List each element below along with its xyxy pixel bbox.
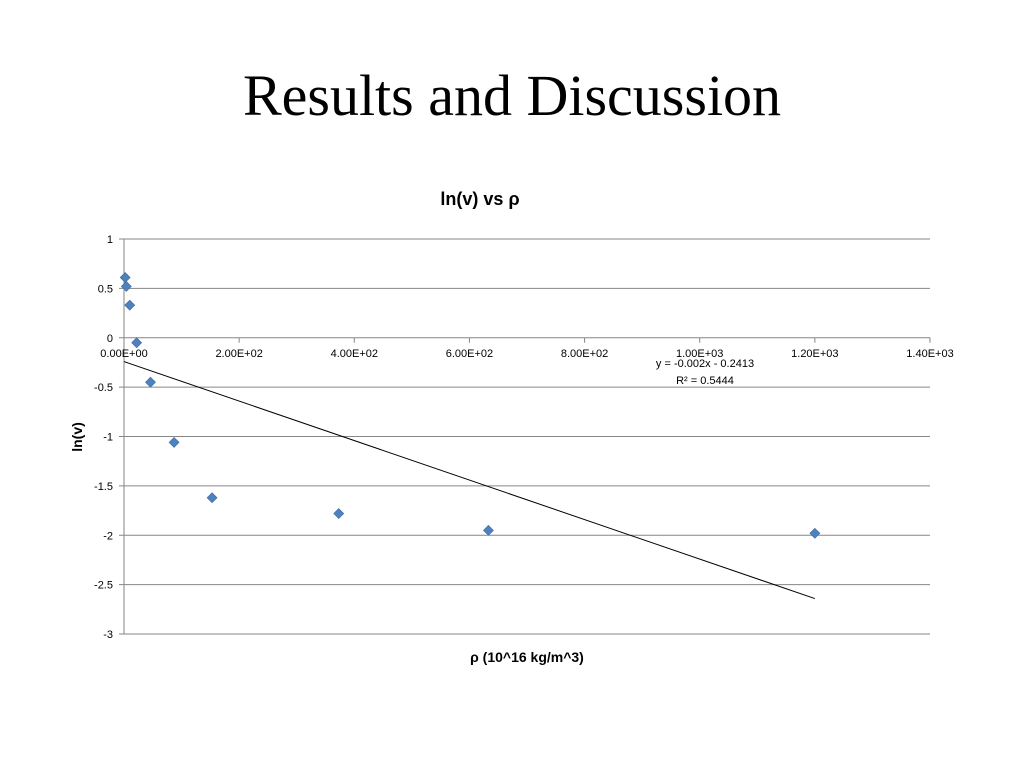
slide-title: Results and Discussion xyxy=(242,63,782,128)
tick-labels: 1 0.5 0 -0.5 -1 -1.5 -2 -2.5 -3 0.00E+00 2.00E+02 4… xyxy=(94,234,954,641)
x-tick-label: 0.00E+00 xyxy=(100,348,147,360)
data-point xyxy=(168,437,180,448)
data-point xyxy=(124,299,136,311)
y-tick-label: -2.5 xyxy=(94,580,113,592)
x-tick-label: 1.00E+03 xyxy=(676,348,723,360)
y-tick-label: -3 xyxy=(103,629,113,641)
trendline xyxy=(123,361,816,600)
trendline-equation: y = -0.002x - 0.2413 xyxy=(656,358,754,370)
y-tick-label: -2 xyxy=(103,530,113,542)
trendline-group: y = -0.002x - 0.2413 R² = 0.5444 xyxy=(123,358,816,600)
data-point xyxy=(809,527,821,539)
y-tick-label: -1.5 xyxy=(94,481,113,493)
chart-title: ln(v) vs ρ xyxy=(440,189,519,209)
x-tick-label: 4.00E+02 xyxy=(331,348,378,360)
y-tick-label: 1 xyxy=(107,234,113,246)
data-point xyxy=(206,492,218,504)
y-tick-label: 0 xyxy=(107,333,113,345)
x-axis-title: ρ (10^16 kg/m^3) xyxy=(470,649,584,665)
data-point xyxy=(119,272,131,283)
x-tick-label: 6.00E+02 xyxy=(446,348,493,360)
data-point xyxy=(120,280,132,292)
data-point xyxy=(483,524,494,536)
data-point xyxy=(145,376,156,388)
data-point xyxy=(333,508,345,519)
axes xyxy=(119,238,931,635)
data-point xyxy=(131,337,143,349)
x-tick-label: 1.40E+03 xyxy=(906,348,953,360)
x-tick-label: 2.00E+02 xyxy=(215,348,262,360)
trendline-r-squared: R² = 0.5444 xyxy=(676,375,734,387)
gridlines xyxy=(124,238,930,635)
y-tick-label: -1 xyxy=(103,432,113,444)
x-tick-label: 8.00E+02 xyxy=(561,348,608,360)
y-tick-label: 0.5 xyxy=(98,283,113,295)
y-axis-title: ln(v) xyxy=(69,422,85,452)
x-tick-label: 1.20E+03 xyxy=(791,348,838,360)
y-tick-label: -0.5 xyxy=(94,382,113,394)
data-points xyxy=(119,272,821,539)
